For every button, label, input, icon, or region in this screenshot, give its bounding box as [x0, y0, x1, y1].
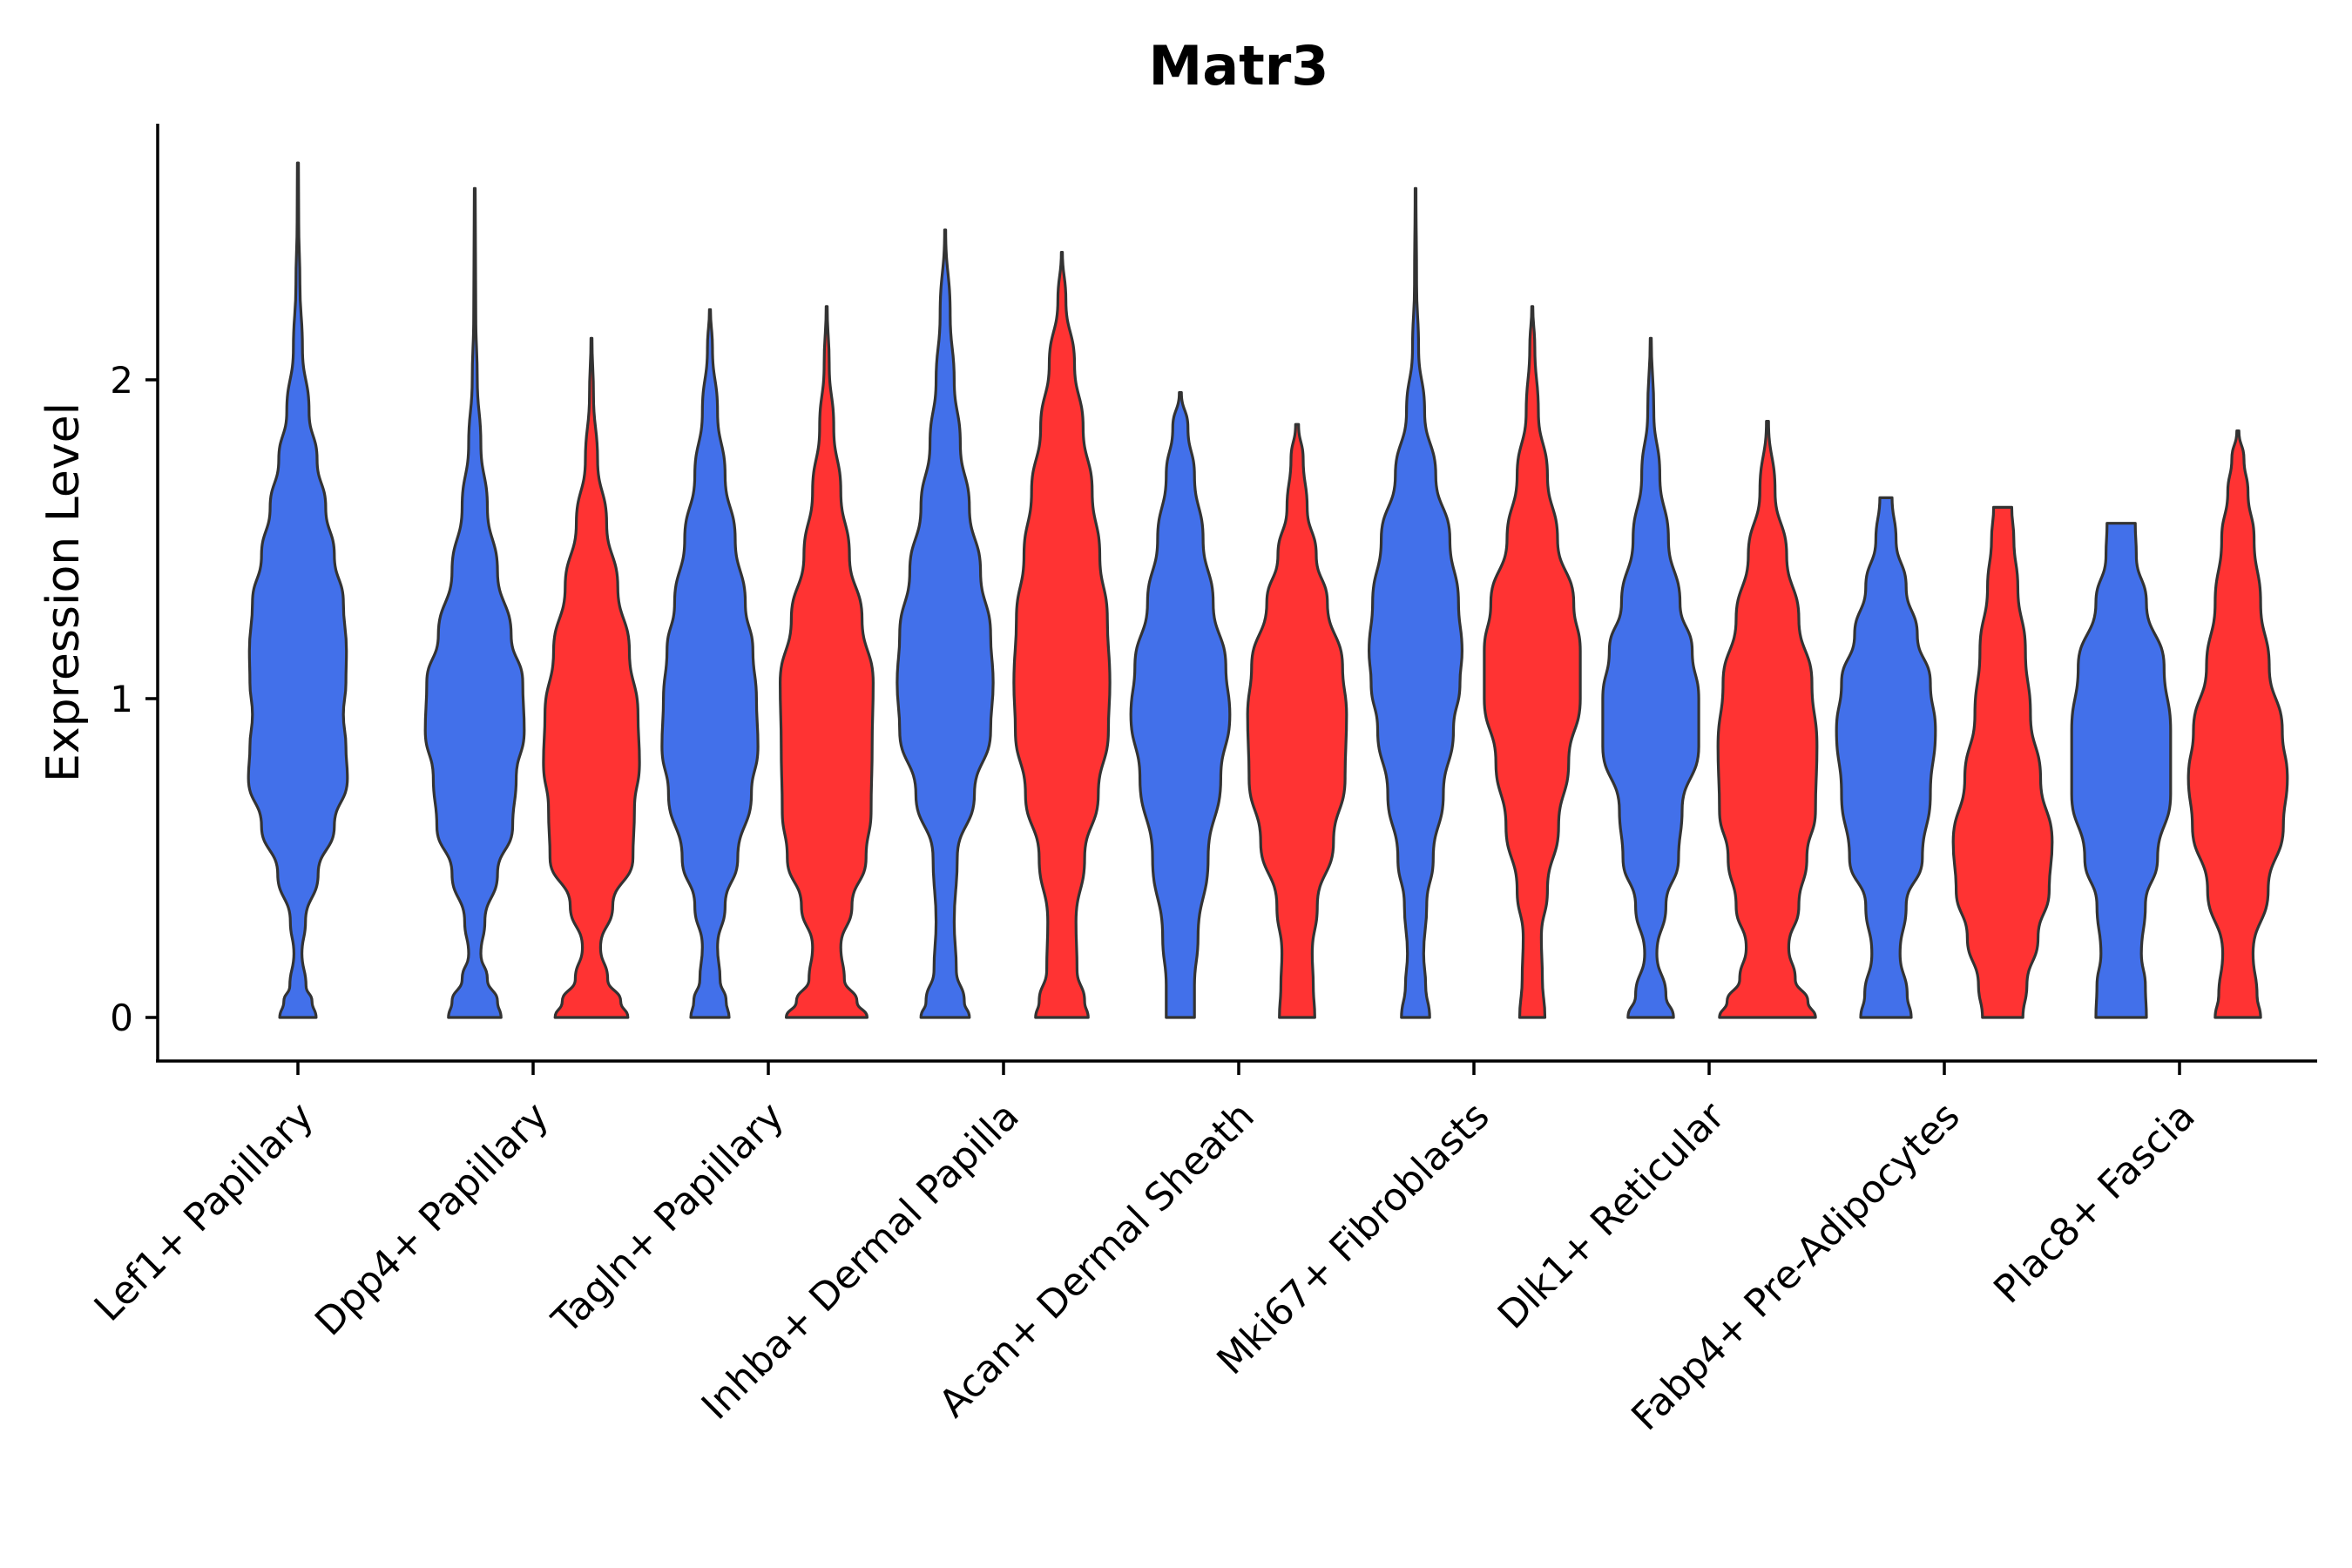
x-tick-label-mki67-fibroblasts: Mki67+ Fibroblasts: [1208, 1094, 1497, 1383]
x-tick-label-tagln-papillary: Tagln+ Papillary: [544, 1094, 793, 1343]
axes-layer: [156, 124, 2317, 1063]
violin-group1-tagln-papillary: [660, 308, 760, 1019]
x-tick-label-dlk1-reticular: Dlk1+ Reticular: [1490, 1093, 1734, 1338]
y-axis-label: Expression Level: [37, 402, 90, 782]
x-tick-label-lef1-papillary: Lef1+ Papillary: [86, 1094, 322, 1330]
chart-title: Matr3: [1149, 34, 1329, 98]
violins-layer: [247, 161, 2289, 1019]
y-tick-label: 0: [110, 997, 133, 1039]
y-ticks: 0 1 2: [110, 359, 158, 1039]
violin-group2-inhba-dermal-papilla: [1012, 251, 1112, 1019]
violin-group2-acan-dermal-sheath: [1246, 422, 1348, 1019]
violin-group2-plac8-fascia: [2186, 429, 2289, 1019]
x-tick-label-plac8-fascia: Plac8+ Fascia: [1985, 1094, 2204, 1313]
violin-group2-tagln-papillary: [779, 305, 875, 1019]
violin-group2-fabp4-pre-adipocytes: [1951, 505, 2054, 1019]
violin-group1-fabp4-pre-adipocytes: [1835, 496, 1937, 1019]
violin-group2-mki67-fibroblasts: [1483, 305, 1582, 1019]
violin-group1-lef1-papillary: [247, 161, 349, 1019]
y-tick-label: 1: [110, 678, 133, 720]
violin-group1-dpp4-papillary: [423, 186, 526, 1019]
violin-group1-plac8-fascia: [2070, 522, 2173, 1019]
violin-group1-acan-dermal-sheath: [1129, 391, 1232, 1019]
violin-group1-mki67-fibroblasts: [1368, 186, 1463, 1019]
violin-group1-dlk1-reticular: [1601, 336, 1700, 1019]
x-tick-label-dpp4-papillary: Dpp4+ Papillary: [307, 1094, 558, 1345]
violin-group1-inhba-dermal-papilla: [896, 228, 995, 1019]
violin-group2-dpp4-papillary: [542, 336, 641, 1019]
violin-group2-dlk1-reticular: [1716, 420, 1819, 1019]
y-tick-label: 2: [110, 359, 133, 402]
